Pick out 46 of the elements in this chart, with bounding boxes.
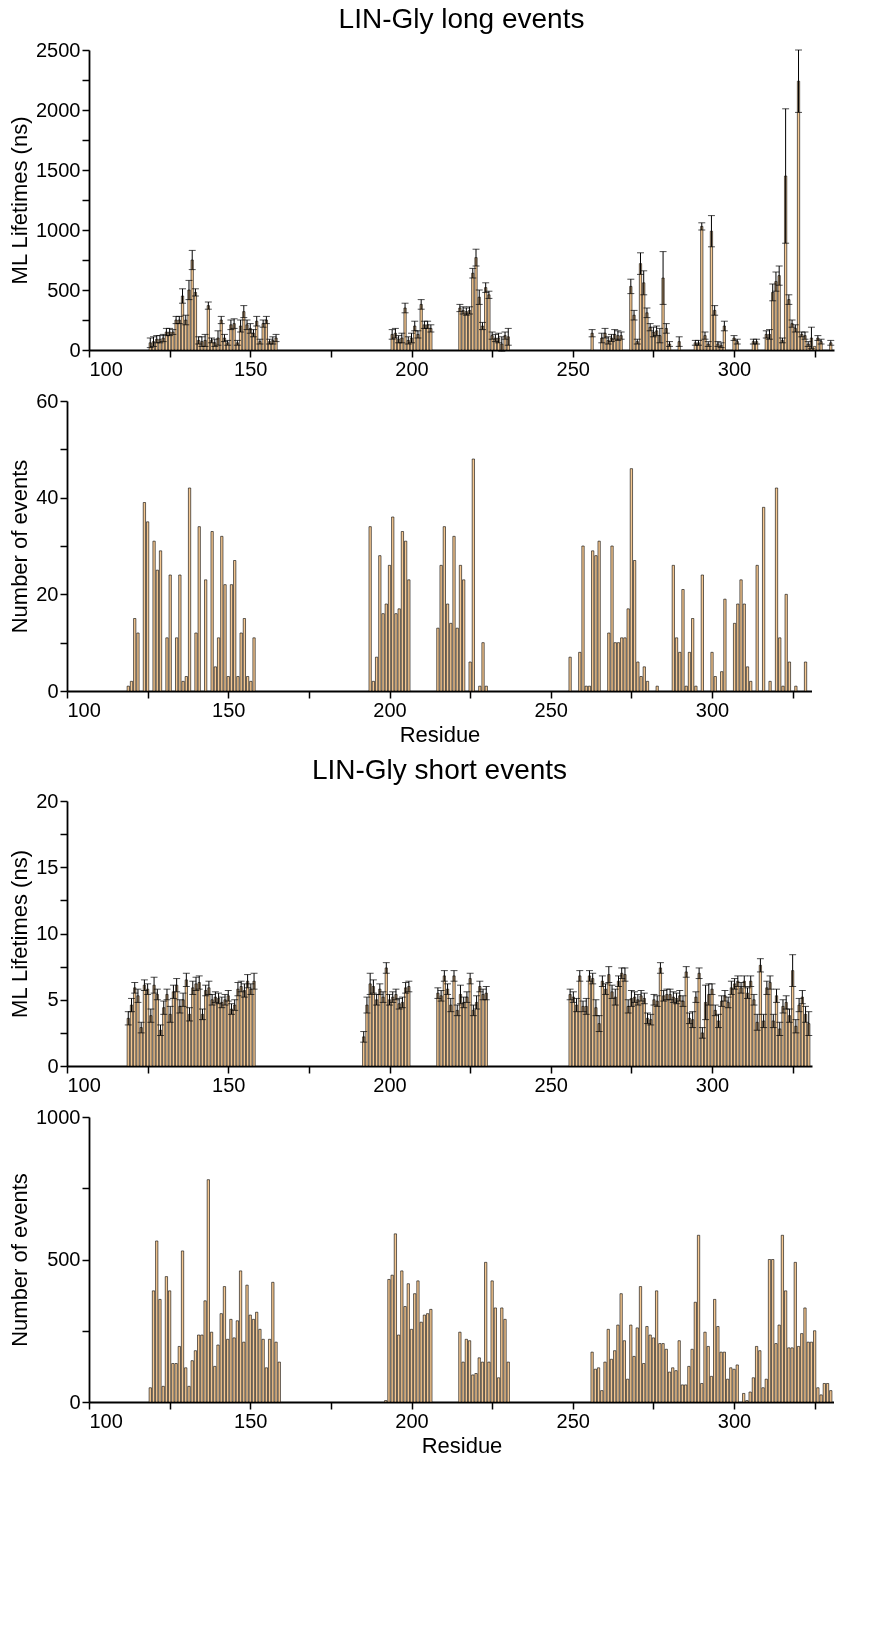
y-axis-title: ML Lifetimes (ns) <box>7 850 33 1018</box>
x-tick-label: 150 <box>234 357 268 380</box>
y-tick-label: 0 <box>69 338 81 361</box>
chart-title: LIN-Gly long events <box>338 3 585 34</box>
x-tick-label: 100 <box>67 698 101 721</box>
x-tick-label: 250 <box>556 357 590 380</box>
y-tick-label: 0 <box>47 679 59 702</box>
chart-title: LIN-Gly short events <box>311 754 568 785</box>
x-axis-title: Residue <box>399 721 481 747</box>
x-tick-label: 200 <box>373 1073 407 1096</box>
y-tick-label: 0 <box>69 1390 81 1413</box>
x-tick-label: 300 <box>717 1409 752 1432</box>
x-tick-label: 100 <box>89 1409 123 1432</box>
y-tick-label: 60 <box>36 389 59 412</box>
x-tick-label: 200 <box>395 1409 429 1432</box>
x-tick-label: 250 <box>534 1073 568 1096</box>
y-tick-label: 1000 <box>36 1105 81 1128</box>
x-tick-label: 250 <box>556 1409 590 1432</box>
y-tick-label: 5 <box>47 988 59 1011</box>
x-tick-label: 100 <box>89 357 123 380</box>
y-tick-label: 20 <box>36 582 59 605</box>
y-axis-title: Number of events <box>7 1173 33 1347</box>
y-tick-label: 2500 <box>36 38 81 61</box>
y-tick-label: 10 <box>36 922 59 944</box>
x-axis-title: Residue <box>421 1432 503 1458</box>
y-tick-label: 0 <box>47 1054 59 1077</box>
y-tick-label: 500 <box>47 278 81 301</box>
y-tick-label: 1500 <box>36 158 81 181</box>
x-tick-label: 200 <box>373 698 407 721</box>
x-tick-label: 100 <box>67 1073 101 1096</box>
x-tick-label: 200 <box>395 357 429 380</box>
x-tick-label: 150 <box>234 1409 268 1432</box>
x-tick-label: 300 <box>695 698 730 721</box>
y-axis-title: ML Lifetimes (ns) <box>7 116 33 285</box>
y-tick-label: 2000 <box>36 98 81 121</box>
y-tick-label: 20 <box>36 789 59 812</box>
x-tick-label: 300 <box>717 357 752 380</box>
x-tick-label: 150 <box>212 1073 246 1096</box>
x-tick-label: 150 <box>212 698 246 721</box>
y-tick-label: 40 <box>36 486 59 509</box>
y-tick-label: 500 <box>47 1248 81 1270</box>
y-tick-label: 1000 <box>36 218 81 241</box>
y-axis-title: Number of events <box>7 459 33 634</box>
y-tick-label: 15 <box>36 855 59 878</box>
x-tick-label: 250 <box>534 698 568 721</box>
x-tick-label: 300 <box>695 1073 730 1096</box>
